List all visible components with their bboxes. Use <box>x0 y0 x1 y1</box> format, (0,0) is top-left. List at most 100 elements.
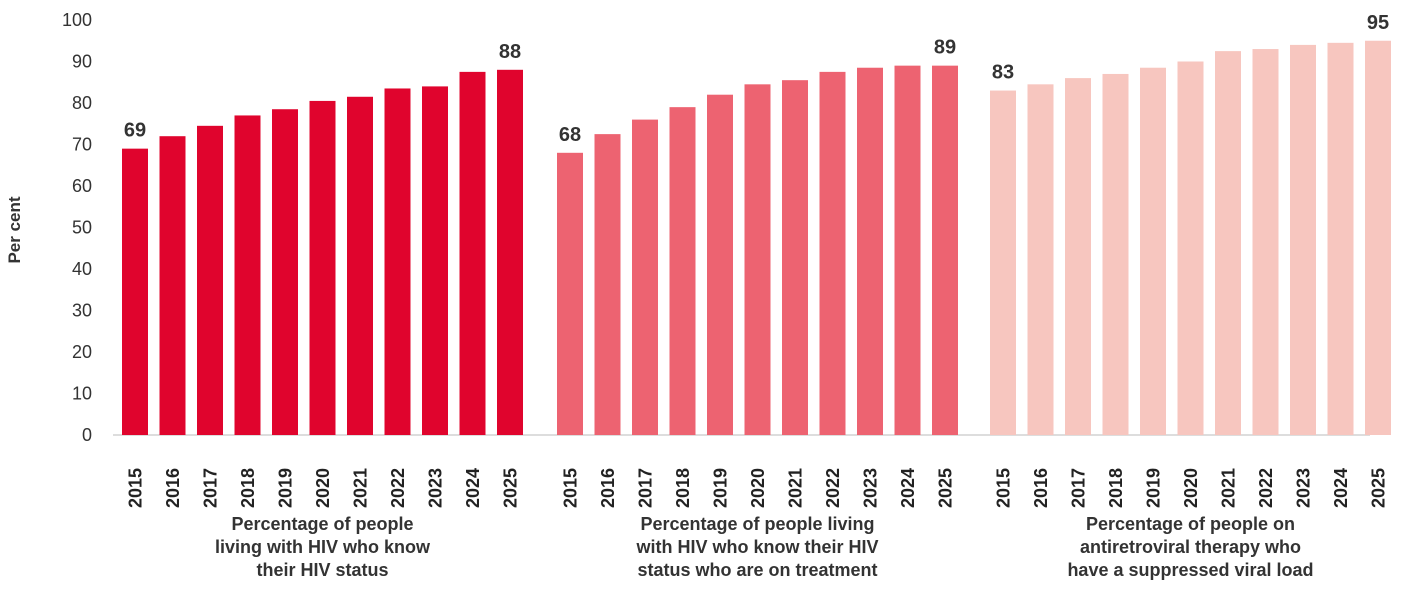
bar-2019 <box>707 94 733 435</box>
bar-2018 <box>669 107 696 436</box>
bar-2021 <box>347 96 373 436</box>
x-tick-label: 2018 <box>673 468 693 508</box>
y-tick-label: 60 <box>72 176 92 196</box>
x-tick-label: 2018 <box>1106 468 1126 508</box>
x-tick-label: 2018 <box>238 468 258 508</box>
y-tick-label: 20 <box>72 342 92 362</box>
y-tick-label: 50 <box>72 218 92 238</box>
x-tick-label: 2019 <box>275 468 295 508</box>
bar-2019 <box>1140 67 1166 435</box>
group-label-line: with HIV who know their HIV <box>635 537 878 557</box>
x-tick-label: 2022 <box>1256 468 1276 508</box>
bar-2018 <box>234 115 261 435</box>
bar-2020 <box>744 84 771 435</box>
data-label: 89 <box>934 37 956 59</box>
bar-2024 <box>1327 42 1354 435</box>
x-tick-label: 2017 <box>200 468 220 508</box>
bar-2015 <box>990 90 1016 436</box>
data-label: 95 <box>1367 12 1389 34</box>
x-tick-label: 2015 <box>560 468 580 508</box>
group-label-line: living with HIV who know <box>215 537 431 557</box>
x-tick-label: 2022 <box>823 468 843 508</box>
bar-2017 <box>1065 78 1091 435</box>
x-tick-label: 2019 <box>1143 468 1163 508</box>
group-labels: Percentage of people living with HIV who … <box>215 514 1314 580</box>
bar-2021 <box>1215 51 1241 435</box>
x-tick-label: 2025 <box>935 468 955 508</box>
group-label-line: status who are on treatment <box>637 560 877 580</box>
y-tick-label: 80 <box>72 93 92 113</box>
bar-2020 <box>1177 61 1204 435</box>
group-label-line: Percentage of people living <box>640 514 874 534</box>
bars <box>122 40 1391 436</box>
x-tick-label: 2016 <box>1031 468 1051 508</box>
x-tick-label: 2020 <box>1181 468 1201 508</box>
bar-2025 <box>1365 40 1391 435</box>
bar-2024 <box>894 65 921 436</box>
x-tick-label: 2021 <box>785 468 805 508</box>
x-tick-label: 2020 <box>313 468 333 508</box>
x-tick-label: 2023 <box>1293 468 1313 508</box>
x-tick-label: 2015 <box>125 468 145 508</box>
x-tick-label: 2016 <box>598 468 618 508</box>
x-tick-label: 2021 <box>350 468 370 508</box>
x-tick-labels: 2015 2016 2017 2018 2019 2020 2021 2022 2023 2024… <box>125 468 1388 508</box>
data-labels: 69 88 68 89 83 95 <box>124 12 1389 146</box>
data-label: 68 <box>559 124 581 146</box>
bar-2019 <box>272 109 298 435</box>
x-tick-label: 2016 <box>163 468 183 508</box>
bar-2023 <box>857 67 883 435</box>
group-label-line: Percentage of people <box>231 514 413 534</box>
bar-2022 <box>1252 49 1279 436</box>
x-tick-label: 2017 <box>1068 468 1088 508</box>
data-label: 83 <box>992 62 1014 84</box>
x-tick-label: 2019 <box>710 468 730 508</box>
y-tick-label: 70 <box>72 135 92 155</box>
group-label-line: have a suppressed viral load <box>1067 560 1313 580</box>
bar-2024 <box>459 71 486 435</box>
group-label-line: Percentage of people on <box>1086 514 1295 534</box>
y-tick-label: 100 <box>62 10 92 30</box>
bar-2016 <box>159 136 186 435</box>
bar-2020 <box>309 100 336 436</box>
group-label-line: their HIV status <box>256 560 388 580</box>
y-tick-label: 90 <box>72 52 92 72</box>
x-tick-label: 2020 <box>748 468 768 508</box>
bar-2015 <box>122 148 148 435</box>
x-tick-label: 2024 <box>463 468 483 508</box>
bar-2022 <box>384 88 411 435</box>
y-tick-label: 10 <box>72 384 92 404</box>
x-tick-label: 2023 <box>425 468 445 508</box>
bar-2016 <box>594 134 621 435</box>
y-tick-label: 0 <box>82 425 92 445</box>
y-axis-title-layer: Per cent <box>5 196 24 263</box>
y-tick-label: 40 <box>72 259 92 279</box>
x-tick-label: 2025 <box>500 468 520 508</box>
y-axis-title: Per cent <box>5 196 24 263</box>
bar-2015 <box>557 152 583 436</box>
bar-2023 <box>1290 44 1316 436</box>
bar-2021 <box>782 80 808 436</box>
x-tick-label: 2017 <box>635 468 655 508</box>
bar-2017 <box>632 119 658 435</box>
bar-2022 <box>819 71 846 435</box>
group-label-line: antiretroviral therapy who <box>1080 537 1301 557</box>
x-tick-label: 2024 <box>1331 468 1351 508</box>
y-tick-label: 30 <box>72 301 92 321</box>
bar-2025 <box>497 69 523 436</box>
x-tick-label: 2023 <box>860 468 880 508</box>
x-tick-label: 2024 <box>898 468 918 508</box>
x-tick-label: 2025 <box>1368 468 1388 508</box>
y-axis-ticks: 0 10 20 30 40 50 60 70 80 90 100 <box>62 10 92 445</box>
bar-2025 <box>932 65 958 436</box>
data-label: 88 <box>499 41 521 63</box>
bar-2023 <box>422 86 448 436</box>
x-tick-label: 2022 <box>388 468 408 508</box>
x-tick-label: 2021 <box>1218 468 1238 508</box>
bar-2017 <box>197 125 223 435</box>
data-label: 69 <box>124 120 146 142</box>
bar-2016 <box>1027 84 1054 435</box>
x-tick-label: 2015 <box>993 468 1013 508</box>
bar-2018 <box>1102 73 1129 435</box>
